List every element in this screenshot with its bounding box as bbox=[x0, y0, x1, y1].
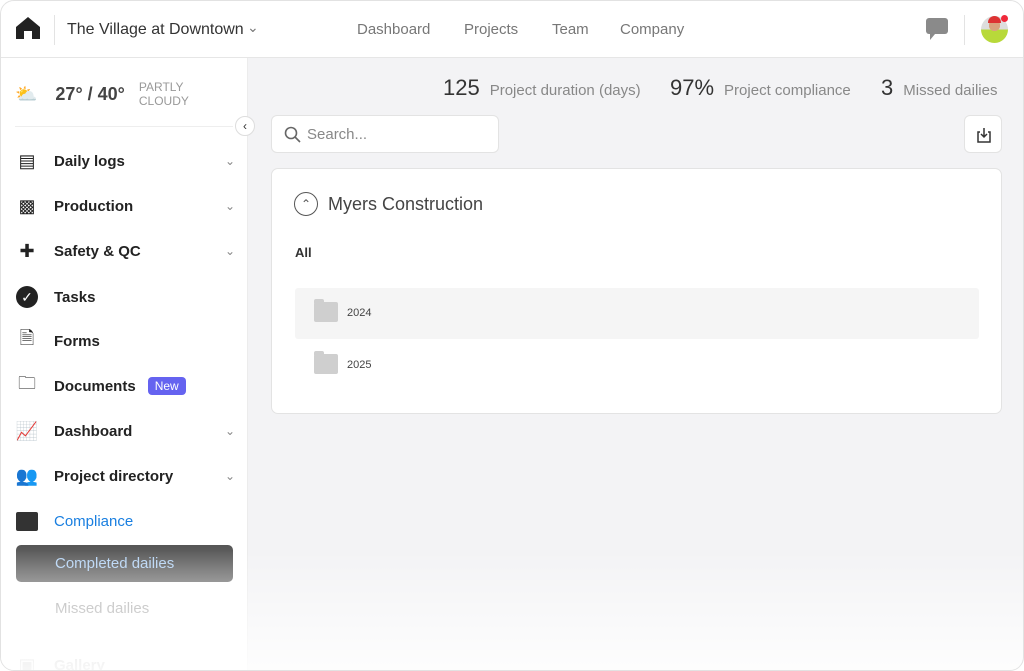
chevron-down-icon[interactable]: ⌄ bbox=[247, 19, 259, 35]
weather-condition: PARTLY CLOUDY bbox=[138, 80, 189, 108]
sidebar-item-gallery[interactable]: ▣ Gallery bbox=[15, 650, 235, 671]
top-bar: The Village at Downtown ⌄ Dashboard Proj… bbox=[1, 1, 1023, 58]
chevron-down-icon: ⌄ bbox=[224, 199, 235, 213]
sidebar-subitem-missed-dailies[interactable]: Missed dailies bbox=[55, 600, 150, 617]
chart-icon: 📈 bbox=[15, 420, 39, 441]
form-icon: 🗎 bbox=[19, 328, 35, 348]
folder-icon bbox=[314, 351, 338, 374]
sidebar-item-compliance[interactable]: Compliance bbox=[15, 506, 235, 536]
chevron-down-icon: ⌄ bbox=[224, 244, 235, 258]
stat-compliance: 97% Project compliance bbox=[670, 75, 851, 100]
collapse-chevron-up-icon[interactable]: ⌃ bbox=[294, 192, 318, 216]
search-input[interactable] bbox=[307, 126, 487, 143]
sidebar-item-daily-logs[interactable]: ▤ Daily logs ⌄ bbox=[15, 146, 235, 176]
notification-dot bbox=[1001, 15, 1008, 22]
daily-logs-icon: ▤ bbox=[18, 150, 36, 171]
download-button[interactable] bbox=[964, 115, 1002, 153]
sidebar-subitem-completed-dailies[interactable]: Completed dailies bbox=[16, 545, 233, 582]
people-icon: 👥 bbox=[15, 465, 39, 486]
nav-company[interactable]: Company bbox=[620, 21, 685, 38]
sidebar-item-project-directory[interactable]: 👥 Project directory ⌄ bbox=[15, 465, 235, 486]
home-icon[interactable] bbox=[15, 16, 41, 40]
sidebar-item-production[interactable]: ▩ Production ⌄ bbox=[15, 191, 235, 221]
download-icon bbox=[977, 128, 991, 143]
chevron-down-icon: ⌄ bbox=[224, 154, 235, 168]
card-title: Myers Construction bbox=[328, 194, 484, 214]
divider bbox=[964, 15, 965, 45]
collapse-sidebar-button[interactable]: ‹ bbox=[235, 116, 255, 136]
temperature: 27° / 40° bbox=[55, 83, 125, 104]
sidebar-item-safety[interactable]: ✚ Safety & QC ⌄ bbox=[15, 236, 235, 266]
sidebar: ⛅ 27° / 40° PARTLY CLOUDY ‹ ▤ Daily logs ⌄ … bbox=[1, 58, 255, 671]
sidebar-item-forms[interactable]: 🗎 Forms bbox=[15, 326, 235, 356]
filter-all[interactable]: All bbox=[295, 245, 312, 260]
search-icon bbox=[284, 126, 301, 143]
folder-icon bbox=[314, 299, 338, 322]
divider bbox=[54, 15, 55, 45]
folder-card: ⌃ Myers Construction All 2024 2025 bbox=[271, 168, 1002, 414]
nav-dashboard[interactable]: Dashboard bbox=[357, 21, 431, 38]
chat-icon[interactable] bbox=[926, 18, 948, 40]
stat-missed: 3 Missed dailies bbox=[881, 75, 998, 100]
nav-team[interactable]: Team bbox=[552, 21, 589, 38]
production-icon: ▩ bbox=[18, 195, 36, 216]
divider bbox=[15, 126, 233, 127]
sidebar-item-dashboard[interactable]: 📈 Dashboard ⌄ bbox=[15, 420, 235, 441]
sidebar-item-documents[interactable]: 🗀 Documents New bbox=[15, 371, 235, 401]
nav-projects[interactable]: Projects bbox=[464, 21, 519, 38]
sidebar-item-tasks[interactable]: ✓ Tasks bbox=[15, 282, 235, 312]
image-icon: ▣ bbox=[18, 654, 36, 671]
folder-row[interactable]: 2024 bbox=[295, 288, 979, 339]
new-badge: New bbox=[147, 377, 186, 395]
check-circle-icon: ✓ bbox=[15, 286, 39, 308]
project-selector[interactable]: The Village at Downtown bbox=[67, 21, 244, 38]
archive-icon bbox=[15, 510, 39, 532]
chevron-down-icon: ⌄ bbox=[224, 469, 235, 483]
stat-duration: 125 Project duration (days) bbox=[443, 75, 641, 100]
folder-row[interactable]: 2025 bbox=[295, 340, 979, 391]
first-aid-icon: ✚ bbox=[19, 240, 35, 261]
folder-icon: 🗀 bbox=[18, 373, 36, 393]
weather-widget: ⛅ 27° / 40° PARTLY CLOUDY bbox=[15, 80, 189, 108]
partly-cloudy-icon: ⛅ bbox=[15, 83, 38, 104]
search-box[interactable] bbox=[271, 115, 499, 153]
chevron-down-icon: ⌄ bbox=[224, 424, 235, 438]
